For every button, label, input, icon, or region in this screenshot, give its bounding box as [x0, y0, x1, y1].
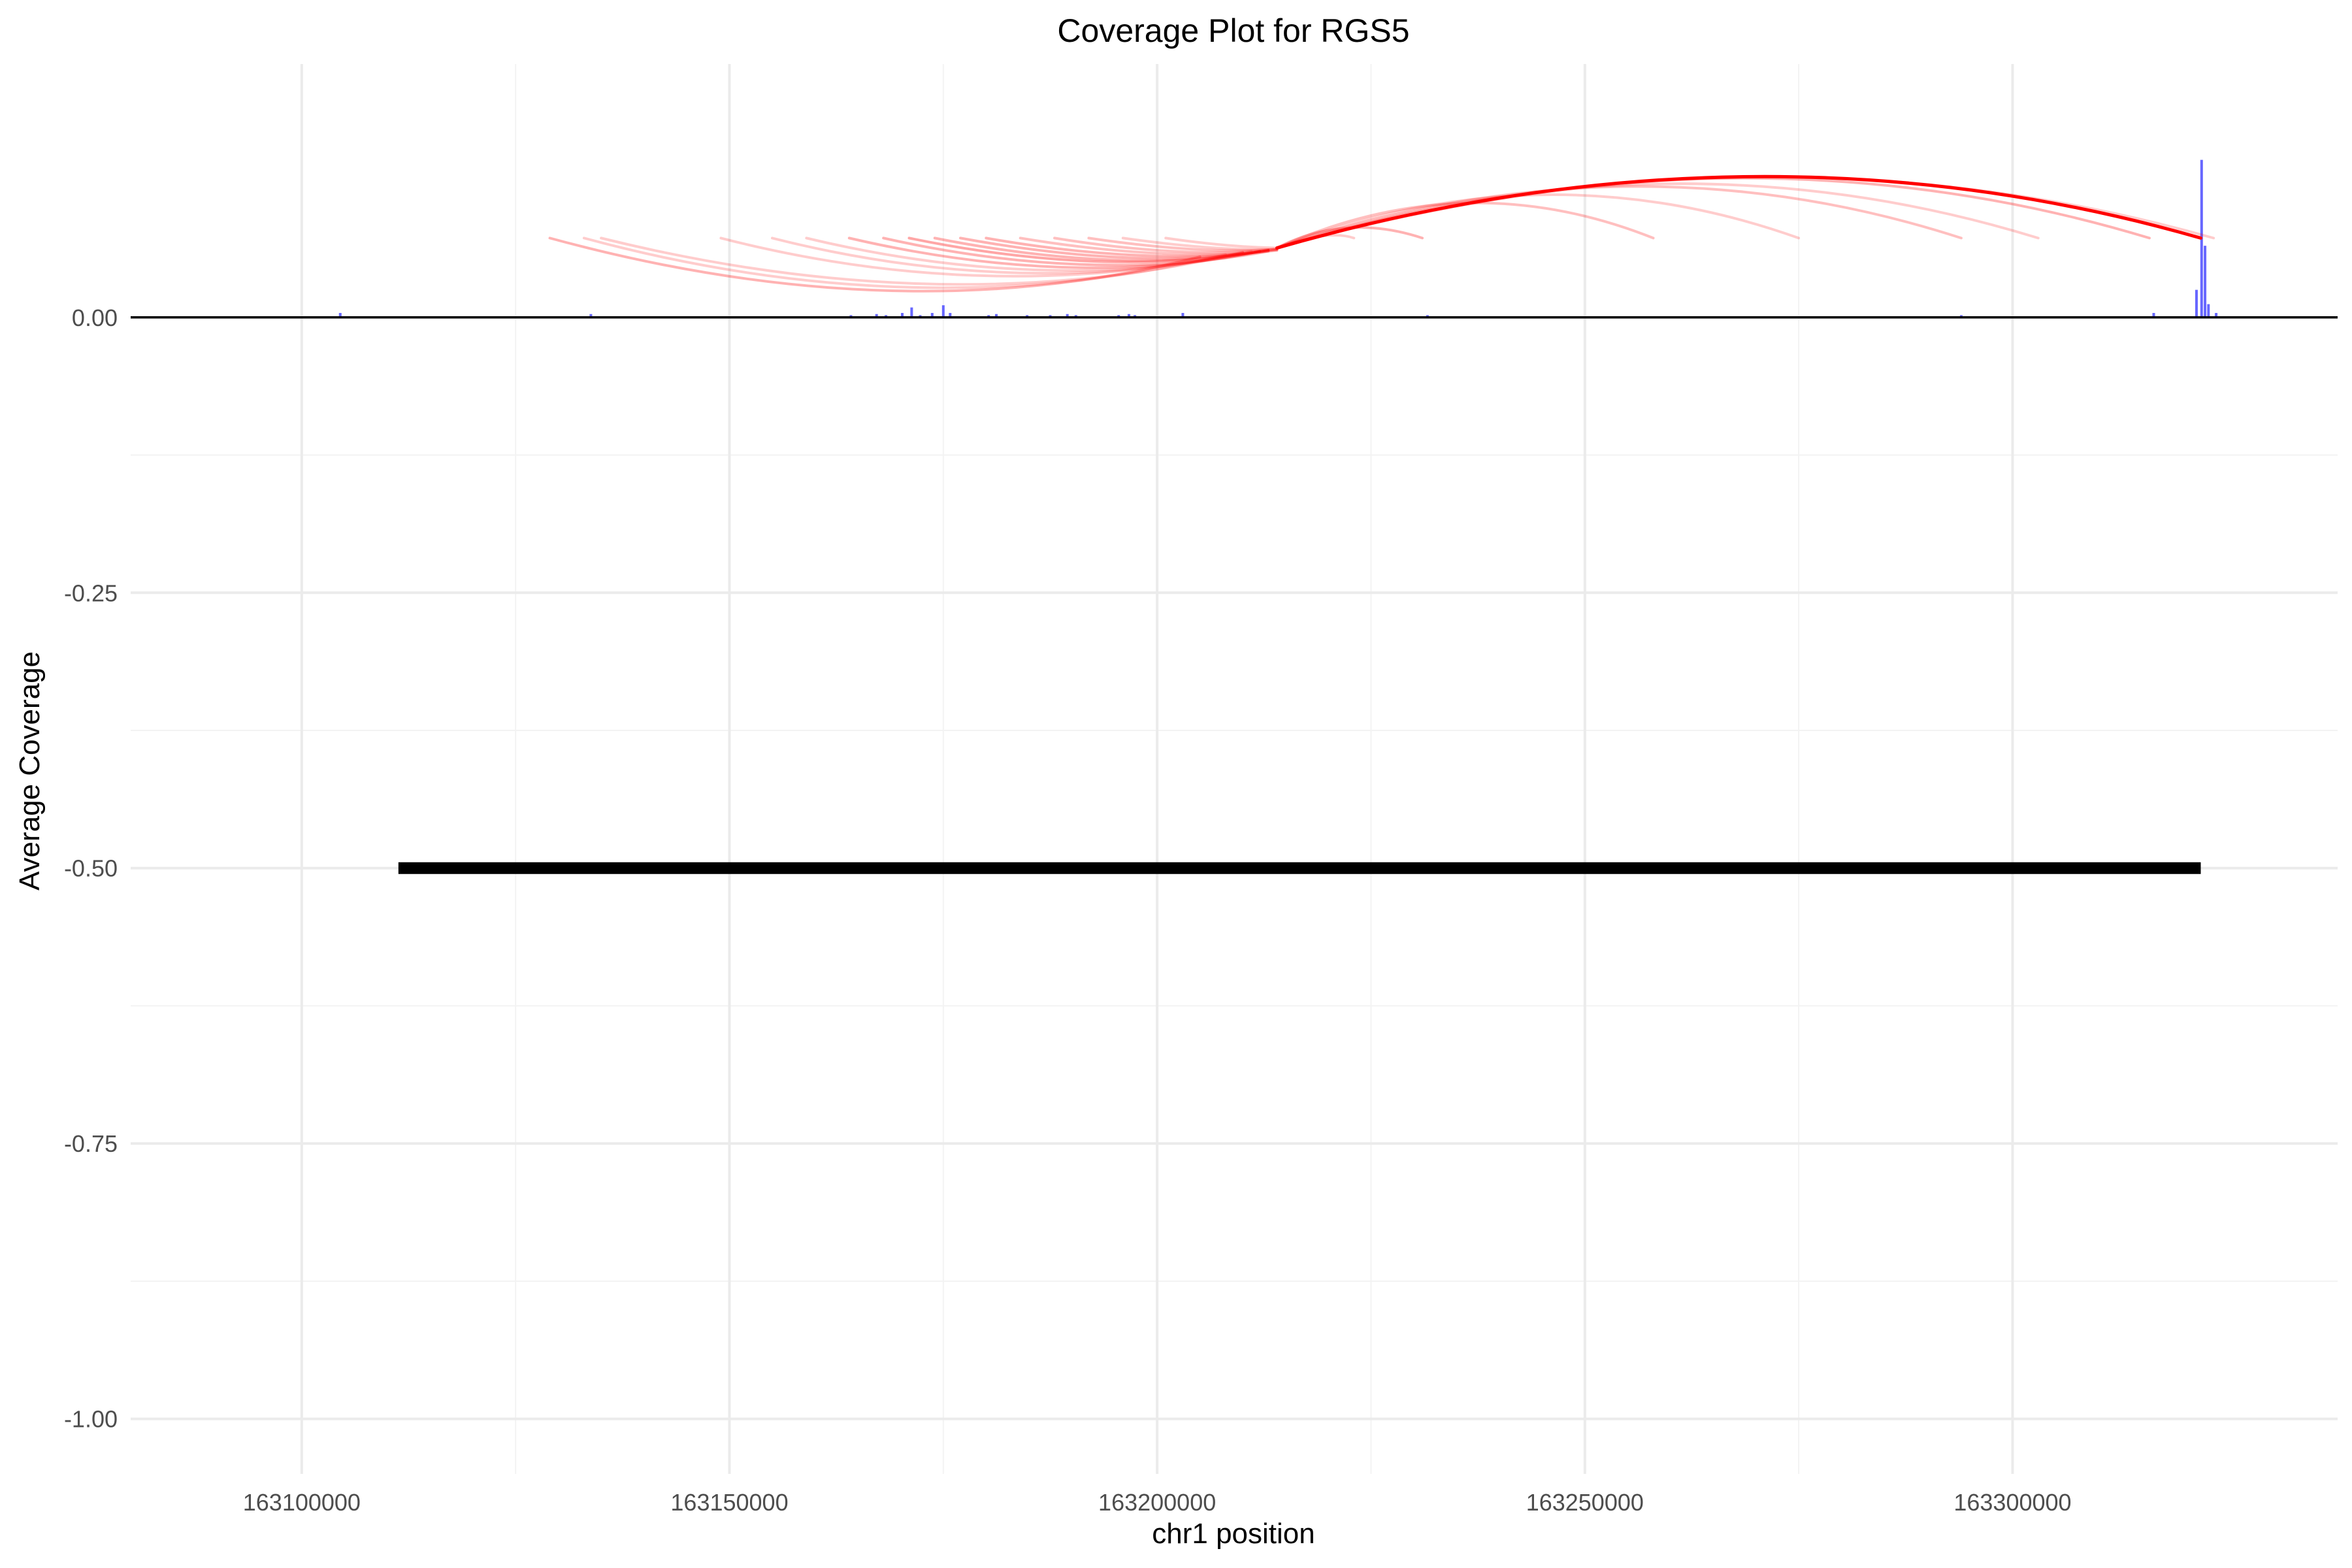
coverage-bar — [2195, 289, 2198, 318]
junction-arc — [1087, 237, 1279, 252]
coverage-bar — [930, 313, 934, 318]
junction-arc — [1275, 185, 1963, 250]
coverage-bar — [1181, 313, 1184, 318]
coverage-bar — [949, 313, 952, 318]
x-tick-label: 163300000 — [1953, 1489, 2071, 1516]
junction-arc — [959, 237, 1270, 260]
coverage-bar — [941, 305, 945, 318]
junction-arc — [1275, 193, 1801, 250]
junction-arc — [933, 237, 1270, 262]
grid — [131, 64, 2338, 1474]
x-tick-label: 163200000 — [1098, 1489, 1216, 1516]
coverage-bar — [900, 313, 904, 318]
x-tick-label: 163100000 — [243, 1489, 361, 1516]
junction-arc — [582, 237, 1227, 289]
y-tick-label: -0.50 — [64, 855, 118, 882]
coverage-bar — [589, 314, 593, 318]
coverage-bar — [1127, 314, 1130, 318]
coverage-bar — [995, 314, 998, 318]
junction-arc — [1275, 174, 2203, 250]
coverage-bar — [2152, 313, 2155, 318]
coverage-bar — [910, 307, 913, 318]
coverage-track — [338, 159, 2218, 318]
junction-arcs — [548, 174, 2215, 293]
junction-arc — [719, 237, 1245, 278]
y-axis-title: Average Coverage — [14, 651, 46, 890]
junction-arc — [1019, 237, 1279, 256]
junction-arc — [847, 237, 1262, 269]
coverage-bar — [2207, 304, 2210, 318]
junction-arc — [1164, 237, 1279, 250]
y-tick-label: 0.00 — [72, 304, 118, 331]
x-axis-title: chr1 position — [1152, 1518, 1315, 1550]
junction-arc — [1121, 237, 1279, 251]
junction-arc — [548, 237, 1201, 293]
chart-title: Coverage Plot for RGS5 — [1057, 12, 1409, 49]
coverage-bar — [1066, 314, 1069, 318]
junction-arc — [770, 237, 1253, 275]
x-axis-ticks: 163100000 163150000 163200000 163250000 1633… — [243, 1489, 2072, 1516]
y-axis-ticks: 0.00 -0.25 -0.50 -0.75 -1.00 — [64, 304, 118, 1433]
y-tick-label: -0.75 — [64, 1130, 118, 1157]
junction-arc — [907, 237, 1270, 264]
x-tick-label: 163250000 — [1526, 1489, 1644, 1516]
y-tick-label: -1.00 — [64, 1406, 118, 1433]
coverage-bar — [2204, 246, 2207, 318]
coverage-bar — [875, 314, 878, 318]
junction-arc — [1053, 237, 1279, 254]
junction-arc — [1275, 201, 1655, 250]
x-tick-label: 163150000 — [670, 1489, 788, 1516]
junction-arc — [805, 237, 1262, 272]
junction-arc — [600, 237, 1245, 286]
y-tick-label: -0.25 — [64, 580, 118, 606]
junction-arc — [985, 237, 1279, 258]
junction-arc — [1275, 182, 2040, 250]
junction-arc — [882, 237, 1270, 267]
coverage-bar — [338, 313, 342, 318]
junction-arc — [1275, 176, 2215, 250]
coverage-bar — [2215, 313, 2218, 318]
